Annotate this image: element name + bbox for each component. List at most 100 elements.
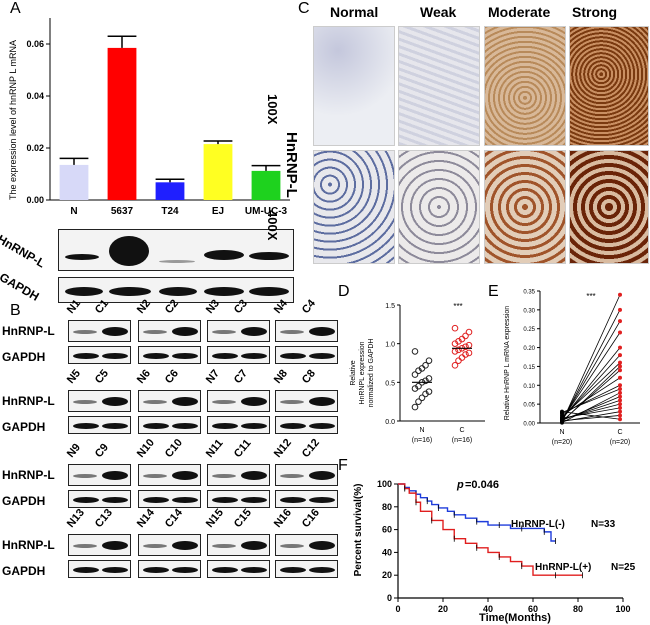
x-tick-label: T24 [161,206,179,217]
point-c [618,307,622,312]
lane-label: C9 [92,441,112,460]
band [172,471,198,480]
band [109,236,149,266]
point-c [618,409,622,414]
panel-letter-a: A [10,0,21,17]
band [241,541,267,550]
lane-label: C7 [231,367,251,386]
band [172,497,198,503]
point-n [560,418,564,423]
n-label: (n=16) [452,437,472,444]
band [280,353,306,359]
y-tick-label: 0.04 [26,91,44,101]
blot-a-gapdh-strip [58,277,294,303]
ihc-side-label: HnRNP-L [283,132,300,198]
bar-T24 [155,182,185,200]
lane-label: C10 [162,436,185,460]
band [309,353,335,359]
blot-b-gapdh-strip [138,416,201,434]
lane-label: N13 [64,506,87,530]
band [280,330,304,334]
x-tick-label: N [419,427,424,434]
blot-b-hnrnpl-label: HnRNP-L [2,394,55,408]
y-tick-label: 0.30 [523,308,535,314]
pair-line [561,392,621,423]
lane-label: C8 [299,367,319,386]
band [109,287,151,296]
lane-label: C16 [299,506,322,530]
band [143,474,167,478]
pair-line [561,411,621,420]
band [204,287,244,296]
band [212,567,238,573]
blot-b-gapdh-strip [68,560,131,578]
ihc-weak-100x [398,26,480,146]
blot-b-hnrnpl-strip [207,390,270,412]
point-n [425,388,433,395]
blot-b-gapdh-strip [68,416,131,434]
blot-b-gapdh-strip [207,416,270,434]
n-label: (n=20) [610,439,630,446]
band [280,544,304,548]
line-chart-e: Relative HnRNP L mRNA expression 0.00 0.0… [504,290,640,446]
bar-EJ [203,144,233,200]
point-c [618,375,622,380]
band [65,287,103,296]
band [309,541,335,550]
bar-N [59,164,89,200]
y-tick-label: 60 [382,525,392,535]
blot-a-gapdh-label: GAPDH [0,270,42,304]
point-c [618,398,622,403]
x-tick-label: 40 [483,604,493,614]
ihc-strong-100x [569,26,649,146]
y-tick-label: 100 [377,479,392,489]
point-c [455,346,462,354]
x-tick-label: C [459,427,464,434]
lane-label: C5 [92,367,112,386]
x-tick-label: C [617,429,622,436]
band [280,423,306,429]
blot-b-gapdh-label: GAPDH [2,420,46,434]
band [212,544,236,548]
band [172,397,198,406]
band [172,541,198,550]
band [241,567,267,573]
pair-line [561,332,621,421]
y-tick-label: 0.35 [523,290,535,296]
band [143,400,167,404]
band [143,330,167,334]
blot-b-hnrnpl-strip [207,464,270,486]
blot-b-gapdh-strip [275,490,338,508]
point-c [465,341,473,349]
blot-b-hnrnpl-strip [207,534,270,556]
band [159,287,197,296]
point-c [618,405,622,410]
band [143,423,169,429]
significance: *** [586,292,595,301]
ihc-strong-400x [569,150,649,264]
point-c [462,332,469,340]
band [172,353,198,359]
point-c [618,390,622,395]
lane-label: N9 [64,441,84,460]
blot-b-hnrnpl-strip [207,320,270,342]
point-n [415,398,422,405]
blot-a-hnrnpl-strip [58,229,294,271]
chart-a-ylabel: The expression level of hnRNP L mRNA [8,40,18,200]
point-c [455,357,462,364]
blot-b-gapdh-strip [275,346,338,364]
chart-f-xlabel: Time(Months) [479,612,551,624]
bar-UM-UC-3 [251,170,281,200]
scatter-chart-d: Relative HnRNPL expression normalized to… [350,302,485,444]
band [212,423,238,429]
pair-line [561,388,621,413]
blot-b-gapdh-strip [138,560,201,578]
blot-a-hnrnpl-label: HnRNP-L [0,232,48,271]
point-c [618,345,622,350]
band [102,497,128,503]
band [143,544,167,548]
ihc-col-moderate: Moderate [488,4,551,20]
lane-label: N7 [203,367,223,386]
panel-letter-f: F [338,457,348,474]
point-c [618,417,622,422]
